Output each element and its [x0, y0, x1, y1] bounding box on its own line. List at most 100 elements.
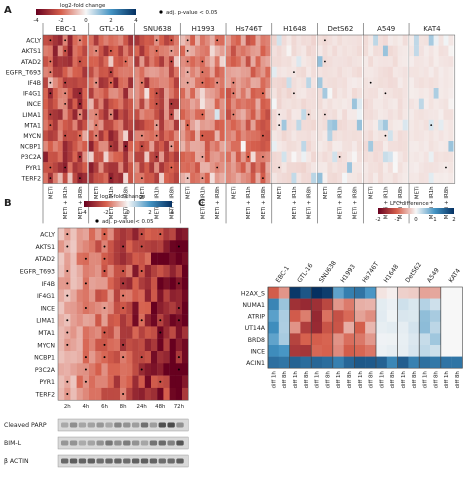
panel-a-cell	[180, 109, 186, 120]
panel-c-cell	[354, 356, 366, 369]
panel-a-sig-dot	[49, 113, 52, 116]
panel-c-cell	[300, 298, 312, 311]
panel-a-cell	[57, 35, 63, 46]
panel-a-cell	[311, 172, 317, 184]
panel-a-cell	[57, 98, 63, 110]
panel-b-cell	[132, 363, 139, 376]
panel-b-sig-dot	[66, 380, 69, 383]
panel-a-cell	[351, 56, 358, 67]
panel-a-cell	[413, 162, 420, 173]
panel-a-cell	[185, 162, 191, 173]
panel-a-cell	[209, 172, 215, 184]
panel-a-cell	[351, 172, 358, 184]
panel-b-sig-dot	[177, 306, 180, 309]
panel-b-cell	[70, 375, 77, 389]
panel-a-cell	[72, 98, 78, 110]
panel-a-cell	[47, 141, 54, 152]
panel-c-cell	[430, 345, 441, 357]
panel-a-cell	[108, 88, 114, 99]
panel-a-cell	[363, 45, 369, 57]
panel-a-cell	[311, 66, 317, 78]
panel-a-cell	[195, 109, 201, 120]
panel-a-cell	[337, 98, 343, 110]
panel-a-cell	[356, 151, 363, 163]
panel-b-cell	[163, 351, 170, 364]
panel-a-cell	[327, 88, 333, 99]
panel-b-cell	[126, 387, 133, 401]
panel-c-cell	[365, 345, 377, 357]
panel-a-cell	[337, 66, 343, 78]
panel-a-cell	[306, 151, 312, 163]
panel-b-cell	[95, 264, 102, 278]
panel-b-cell	[95, 351, 102, 364]
panel-a-cell	[173, 172, 179, 184]
panel-a-cell	[402, 162, 408, 173]
panel-b-cell	[89, 363, 96, 376]
panel-b-cell	[126, 301, 133, 315]
panel-a-sig-dot	[49, 71, 52, 73]
panel-b-sig-dot	[66, 319, 69, 322]
panel-c-cell	[451, 287, 463, 299]
panel-a-cell	[67, 151, 73, 163]
panel-c-cell	[300, 333, 312, 346]
panel-a-cell	[392, 35, 398, 46]
panel-b-gene-label: EGFR_T693	[20, 269, 55, 276]
panel-a-cell	[332, 35, 338, 46]
panel-b-cell	[144, 375, 152, 389]
panel-a-cell	[402, 45, 408, 57]
panel-a-sig-dot	[49, 92, 52, 95]
panel-b-cell	[151, 326, 158, 339]
panel-a-cell	[128, 35, 134, 46]
panel-a-cell	[195, 162, 201, 173]
panel-b-cell	[107, 289, 114, 302]
panel-a-cell	[327, 45, 333, 57]
panel-b-cell	[151, 252, 158, 266]
panel-a-heatmap: ACLYAKTS1ATAD2EGFR_T693IF4BIF4G1INCELIMA…	[6, 23, 456, 224]
panel-c-cell	[419, 356, 431, 369]
panel-c-condition-label: diff 1h	[401, 371, 407, 388]
panel-b-sig-dot	[103, 257, 106, 260]
panel-b-cell	[132, 264, 139, 278]
panel-a-cell	[57, 66, 63, 78]
panel-b-cell	[89, 240, 96, 253]
panel-a-cell	[378, 151, 384, 163]
panel-a-cell	[409, 35, 415, 46]
panel-a-sig-dot	[186, 39, 189, 42]
panel-a-cell	[356, 109, 363, 120]
panel-a-cell	[214, 45, 220, 57]
panel-a-cell	[134, 98, 140, 110]
panel-b-timepoint-label: 2h	[64, 404, 71, 410]
panel-a-cell	[72, 141, 78, 152]
panel-a-cell	[185, 151, 191, 163]
panel-b-cell	[58, 314, 65, 327]
panel-c-cell	[365, 310, 377, 322]
panel-c-cell	[278, 287, 290, 299]
panel-a-cellline-label: A549	[377, 25, 395, 33]
panel-b-cell	[163, 387, 170, 401]
panel-a-cell	[144, 151, 150, 163]
panel-a-cell	[93, 141, 99, 152]
panel-a-cell	[139, 88, 145, 99]
panel-a-gene-label: EGFR_T693	[6, 69, 41, 76]
panel-b-cell	[182, 363, 189, 376]
panel-a-cell	[255, 66, 261, 78]
panel-b-blot-band	[140, 458, 149, 464]
panel-c-cellline-label: A549	[426, 267, 441, 284]
panel-b-cell	[76, 240, 83, 253]
panel-b-legend-tick: 2	[148, 210, 151, 216]
panel-a-cell	[281, 98, 287, 110]
panel-a-cell	[219, 77, 225, 89]
panel-a-cell	[402, 141, 408, 152]
panel-a-cell	[199, 119, 206, 131]
panel-b-gene-label: ATAD2	[35, 256, 55, 263]
panel-a-cell	[103, 66, 109, 78]
panel-b-cell	[126, 240, 133, 253]
panel-a-cell	[409, 66, 415, 78]
panel-a-cell	[72, 88, 78, 99]
panel-a-cell	[219, 172, 225, 184]
panel-a-cell	[378, 66, 384, 78]
panel-a-cell	[281, 77, 287, 89]
panel-a-sig-dot	[155, 92, 158, 95]
panel-a-cell	[363, 151, 369, 163]
panel-a-cell	[347, 172, 353, 184]
